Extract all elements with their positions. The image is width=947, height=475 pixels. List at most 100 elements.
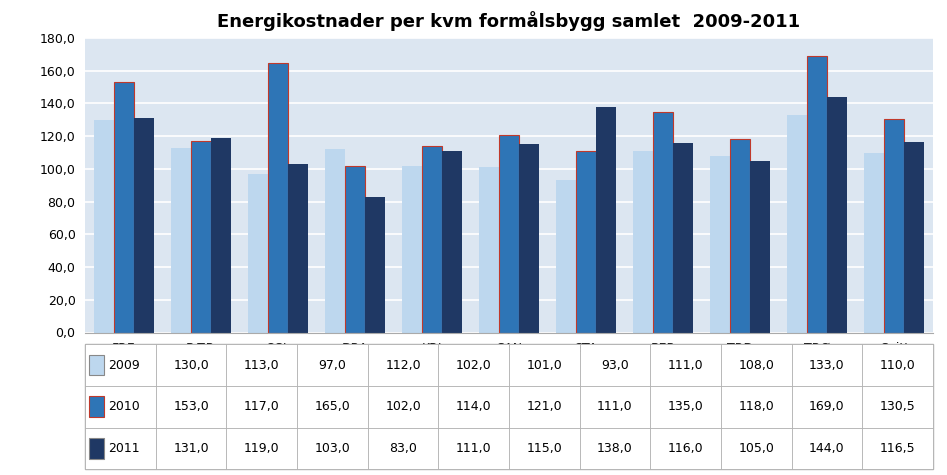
Bar	[288, 164, 308, 332]
Text: 115,0: 115,0	[527, 442, 563, 455]
Text: 118,0: 118,0	[739, 400, 774, 413]
Bar	[580, 386, 651, 428]
Text: 111,0: 111,0	[668, 359, 704, 371]
Text: 111,0: 111,0	[456, 442, 491, 455]
Title: Energikostnader per kvm formålsbygg samlet  2009-2011: Energikostnader per kvm formålsbygg saml…	[218, 11, 800, 31]
Bar	[367, 344, 438, 386]
Bar	[365, 197, 385, 332]
Bar	[438, 428, 509, 469]
Bar	[499, 134, 519, 332]
Text: 130,5: 130,5	[880, 400, 916, 413]
Bar	[248, 174, 268, 332]
Bar	[721, 386, 792, 428]
Bar	[653, 112, 673, 332]
Bar	[89, 396, 104, 417]
Bar	[94, 120, 114, 332]
Bar	[807, 56, 828, 332]
Bar	[297, 344, 367, 386]
Bar	[438, 386, 509, 428]
Bar	[509, 344, 580, 386]
Text: 110,0: 110,0	[880, 359, 916, 371]
Text: 135,0: 135,0	[668, 400, 704, 413]
Bar	[828, 97, 848, 332]
Text: 169,0: 169,0	[809, 400, 845, 413]
Text: 108,0: 108,0	[739, 359, 774, 371]
Bar	[509, 386, 580, 428]
Text: 101,0: 101,0	[527, 359, 563, 371]
Bar	[721, 344, 792, 386]
Bar	[721, 428, 792, 469]
Text: 112,0: 112,0	[385, 359, 420, 371]
Text: 138,0: 138,0	[597, 442, 633, 455]
Bar	[792, 428, 862, 469]
Bar	[297, 386, 367, 428]
Bar	[268, 63, 288, 332]
Bar	[367, 428, 438, 469]
Bar	[226, 428, 297, 469]
Text: 113,0: 113,0	[244, 359, 279, 371]
Bar	[422, 146, 442, 332]
Text: 116,5: 116,5	[880, 442, 916, 455]
Bar	[442, 151, 462, 332]
Bar	[170, 148, 190, 332]
Bar	[325, 149, 345, 332]
Text: 119,0: 119,0	[244, 442, 279, 455]
Bar	[556, 180, 576, 332]
Bar	[580, 344, 651, 386]
Bar	[156, 386, 226, 428]
Text: 102,0: 102,0	[456, 359, 491, 371]
Bar	[651, 428, 721, 469]
Bar	[633, 151, 653, 332]
Bar	[85, 428, 156, 469]
Bar	[792, 344, 862, 386]
Bar	[89, 438, 104, 459]
Bar	[211, 138, 231, 332]
Text: 121,0: 121,0	[527, 400, 563, 413]
Bar	[904, 142, 924, 332]
Bar	[730, 140, 750, 332]
Text: 103,0: 103,0	[314, 442, 350, 455]
Bar	[673, 142, 693, 332]
Bar	[114, 82, 134, 332]
Text: 131,0: 131,0	[173, 442, 209, 455]
Text: 114,0: 114,0	[456, 400, 491, 413]
Bar	[297, 428, 367, 469]
Text: 97,0: 97,0	[318, 359, 347, 371]
Bar	[862, 428, 933, 469]
Bar	[345, 166, 365, 332]
Bar	[85, 344, 156, 386]
Text: 130,0: 130,0	[173, 359, 209, 371]
Bar	[156, 344, 226, 386]
Bar	[750, 161, 770, 332]
Bar	[134, 118, 153, 332]
Text: 2009: 2009	[109, 359, 140, 371]
Text: 105,0: 105,0	[739, 442, 774, 455]
Bar	[651, 344, 721, 386]
Bar	[190, 141, 211, 332]
Bar	[580, 428, 651, 469]
Text: 111,0: 111,0	[598, 400, 633, 413]
Bar	[226, 386, 297, 428]
Bar	[479, 167, 499, 332]
Bar	[402, 166, 422, 332]
Bar	[85, 386, 156, 428]
Text: 2010: 2010	[109, 400, 140, 413]
Text: 83,0: 83,0	[389, 442, 417, 455]
Bar	[651, 386, 721, 428]
Bar	[519, 144, 539, 332]
Bar	[89, 354, 104, 375]
Text: 144,0: 144,0	[809, 442, 845, 455]
Bar	[884, 119, 904, 332]
Text: 102,0: 102,0	[385, 400, 421, 413]
Text: 153,0: 153,0	[173, 400, 209, 413]
Text: 2011: 2011	[109, 442, 140, 455]
Bar	[438, 344, 509, 386]
Bar	[862, 344, 933, 386]
Text: 93,0: 93,0	[601, 359, 629, 371]
Bar	[156, 428, 226, 469]
Bar	[862, 386, 933, 428]
Bar	[710, 156, 730, 332]
Bar	[509, 428, 580, 469]
Text: 117,0: 117,0	[244, 400, 279, 413]
Bar	[596, 107, 616, 332]
